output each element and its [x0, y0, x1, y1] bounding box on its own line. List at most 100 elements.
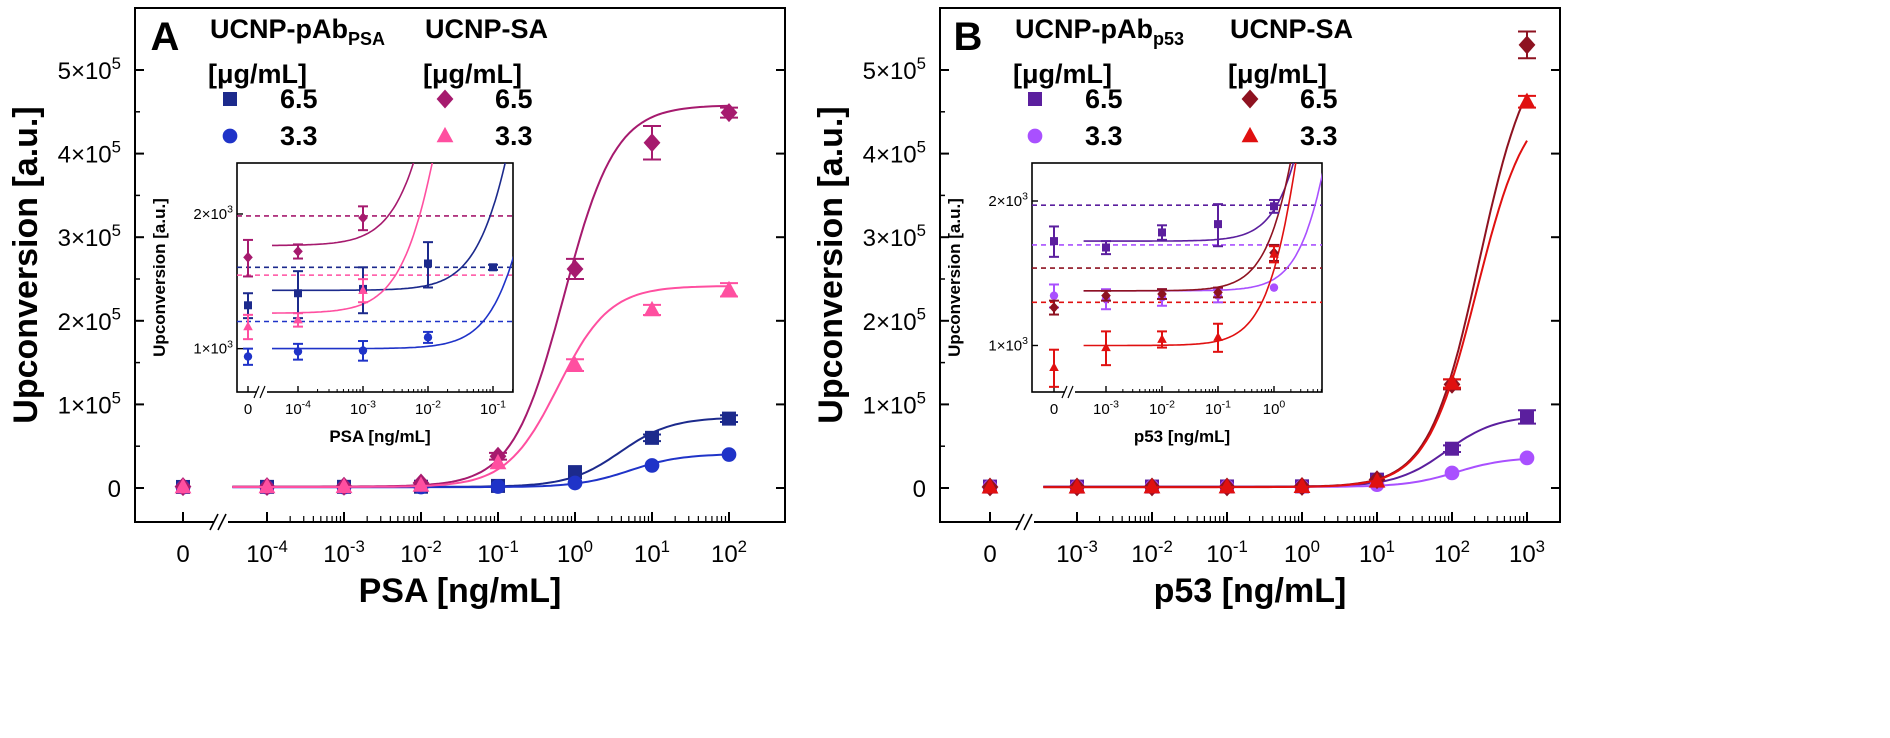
inset-data-point — [1101, 342, 1111, 352]
axis-break-mark — [1015, 513, 1025, 531]
legend-unit: [μg/mL] — [1228, 59, 1327, 89]
inset-y-axis-label: Upconversion [a.u.] — [945, 198, 964, 357]
inset-data-point — [1269, 283, 1279, 292]
y-tick-label: 0 — [108, 476, 121, 503]
inset-x-tick-label: 10-4 — [285, 399, 311, 418]
y-tick-label: 4×105 — [863, 138, 926, 169]
inset-data-point — [358, 285, 368, 294]
legend-marker — [222, 128, 238, 144]
legend-group-title: UCNP-SA — [425, 14, 548, 44]
x-tick-label: 101 — [634, 537, 670, 568]
inset-data-point — [358, 346, 368, 355]
inset-x-axis-label: PSA [ng/mL] — [329, 427, 430, 446]
data-point — [568, 465, 582, 480]
data-point — [566, 356, 584, 372]
inset-y-tick-label: 2×103 — [988, 191, 1028, 210]
inset-data-point — [1157, 334, 1167, 343]
inset-data-point — [293, 245, 303, 257]
inset-data-point — [1101, 290, 1111, 302]
data-point — [722, 411, 736, 426]
data-point — [1445, 441, 1459, 456]
x-tick-label: 103 — [1509, 537, 1545, 568]
data-point — [721, 447, 737, 462]
inset: 1×103 2×103 0 10-4 10-3 10-2 10-1 PSA [ng/mL] Up… — [150, 162, 514, 446]
plot-frame — [134, 7, 786, 523]
data-point — [1068, 478, 1086, 494]
legend-label: 3.3 — [495, 121, 533, 151]
inset-fit-curve — [272, 163, 434, 314]
inset-axis-break-mark — [259, 385, 266, 399]
inset-data-point — [1102, 243, 1110, 252]
y-tick-label: 2×105 — [58, 305, 121, 336]
inset-x-tick-label: 10-3 — [1093, 399, 1119, 418]
inset-axis-break-mark — [1067, 385, 1074, 399]
panel-label: B — [954, 15, 983, 59]
inset-x-tick-label: 0 — [244, 401, 252, 418]
axis-break-mark — [1023, 513, 1033, 531]
legend-label: 3.3 — [280, 121, 318, 151]
inset-data-point — [424, 259, 432, 268]
inset-data-point — [1050, 237, 1058, 246]
data-point — [490, 479, 506, 494]
inset-frame — [1031, 162, 1323, 393]
data-point — [720, 280, 738, 297]
inset-x-tick-label: 10-1 — [1205, 399, 1231, 418]
inset-data-point — [1269, 248, 1279, 258]
x-tick-label: 10-3 — [1056, 537, 1098, 568]
legend-label: 3.3 — [1085, 121, 1123, 151]
y-tick-label: 1×105 — [863, 388, 926, 419]
inset-fit-curve — [1083, 163, 1297, 347]
inset-y-axis-label: Upconversion [a.u.] — [150, 198, 169, 357]
inset: 1×103 2×103 0 10-3 10-2 10-1 100 p53 [ng/mL] Upc… — [945, 162, 1323, 446]
inset-fit-curve — [1083, 163, 1292, 292]
inset-data-point — [293, 314, 303, 324]
legend-marker — [1241, 126, 1259, 143]
axis-break-mark — [209, 513, 219, 531]
x-tick-label: 102 — [1434, 537, 1470, 568]
x-tick-label: 10-4 — [246, 537, 288, 568]
legend-marker — [1241, 89, 1259, 109]
data-point — [1443, 374, 1461, 390]
data-point — [566, 259, 584, 279]
y-tick-label: 4×105 — [58, 138, 121, 169]
inset-data-point — [1214, 220, 1222, 229]
inset-axis-break-mark — [1061, 385, 1068, 399]
data-point — [335, 477, 353, 494]
inset-data-point — [423, 333, 433, 342]
y-tick-label: 0 — [913, 476, 926, 503]
legend-label: 6.5 — [495, 84, 533, 114]
data-point — [720, 103, 738, 123]
legend-unit: [μg/mL] — [1013, 59, 1112, 89]
y-tick-label: 5×105 — [863, 54, 926, 85]
inset-data-point — [489, 263, 497, 272]
data-point — [643, 133, 661, 153]
x-tick-label: 102 — [711, 537, 747, 568]
x-tick-label: 10-2 — [400, 537, 442, 568]
legend-unit: [μg/mL] — [208, 59, 307, 89]
data-point — [412, 476, 430, 492]
x-tick-label: 0 — [983, 541, 996, 568]
inset-x-tick-label: 10-2 — [415, 399, 441, 418]
inset-data-point — [1049, 362, 1059, 372]
legend-marker — [436, 89, 454, 109]
inset-data-point — [1157, 288, 1167, 300]
legend-label: 6.5 — [280, 84, 318, 114]
x-tick-label: 10-3 — [323, 537, 365, 568]
data-point — [1518, 92, 1536, 109]
data-point — [1520, 409, 1534, 424]
x-axis-label: PSA [ng/mL] — [359, 572, 562, 610]
inset-data-point — [1049, 302, 1059, 313]
inset-frame — [236, 162, 514, 393]
y-tick-label: 2×105 — [863, 305, 926, 336]
x-tick-label: 10-1 — [1206, 537, 1248, 568]
inset-data-point — [1213, 287, 1223, 298]
y-axis-label: Upconversion [a.u.] — [7, 106, 45, 423]
y-tick-label: 3×105 — [58, 221, 121, 252]
inset-data-point — [243, 352, 253, 361]
inset-x-axis-label: p53 [ng/mL] — [1134, 427, 1230, 446]
inset-data-point — [294, 289, 302, 298]
panel-label: A — [151, 15, 180, 59]
y-tick-label: 5×105 — [58, 54, 121, 85]
legend-unit: [μg/mL] — [423, 59, 522, 89]
